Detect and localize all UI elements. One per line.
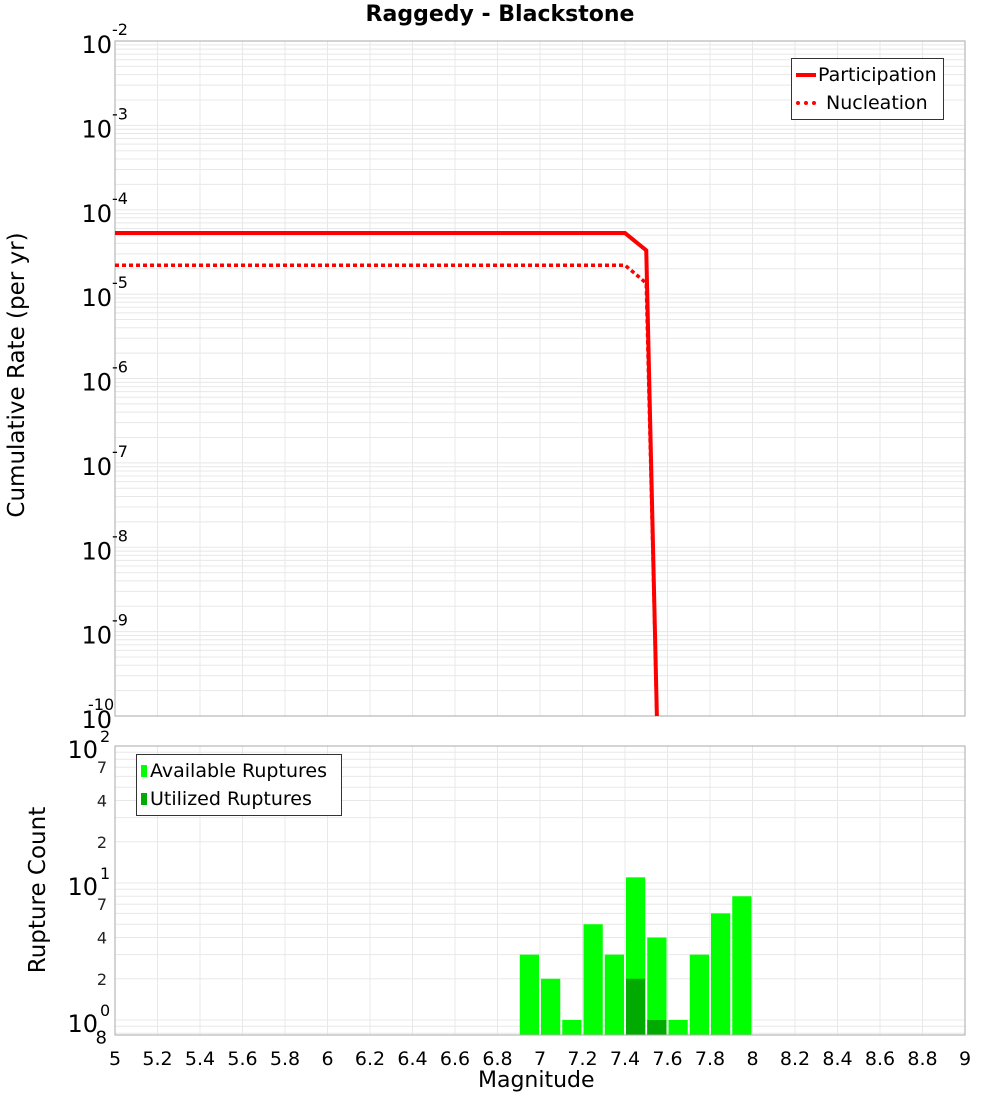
svg-text:7.2: 7.2 [567,1048,597,1070]
bar-available [732,896,752,1035]
svg-text:-9: -9 [112,611,128,630]
legend-participation: Participation [796,61,939,89]
svg-text:5: 5 [109,1048,121,1070]
top-plot: 10-210-310-410-510-610-710-810-910-10 [81,20,966,730]
bar-available [647,937,667,1035]
svg-text:4: 4 [97,929,107,948]
svg-text:-8: -8 [112,526,128,545]
svg-text:6: 6 [321,1048,333,1070]
bar-available [689,954,709,1035]
svg-text:10: 10 [81,453,112,481]
svg-text:10: 10 [67,1010,98,1038]
svg-text:6.6: 6.6 [440,1048,470,1070]
svg-text:10: 10 [81,200,112,228]
legend-utilized: Utilized Ruptures [141,785,337,813]
bar-available [583,924,603,1035]
svg-text:8: 8 [96,1027,107,1048]
svg-text:10: 10 [81,115,112,143]
svg-text:8.4: 8.4 [822,1048,852,1070]
svg-text:8.6: 8.6 [865,1048,895,1070]
svg-text:8.2: 8.2 [780,1048,810,1070]
svg-text:-10: -10 [88,695,114,714]
bar-available [711,913,731,1035]
bar-available [562,1020,582,1035]
bar-available [519,954,539,1035]
svg-text:2: 2 [97,833,107,852]
svg-text:8: 8 [746,1048,758,1070]
legend-available: Available Ruptures [141,757,337,785]
svg-text:10: 10 [81,622,112,650]
bar-available [668,1020,688,1035]
svg-text:10: 10 [81,706,112,730]
svg-text:-4: -4 [112,189,128,208]
bottom-legend: Available Ruptures Utilized Ruptures [136,754,342,816]
svg-text:5.6: 5.6 [227,1048,257,1070]
svg-text:0: 0 [100,1001,110,1020]
svg-text:6.8: 6.8 [482,1048,512,1070]
svg-text:10: 10 [81,369,112,397]
svg-text:10: 10 [81,537,112,565]
solid-line-icon [796,73,816,77]
svg-text:5.4: 5.4 [185,1048,215,1070]
svg-text:-7: -7 [112,442,128,461]
bar-available [541,978,561,1035]
x-axis-label: Magnitude [478,1068,595,1093]
svg-text:1: 1 [100,864,110,883]
svg-text:-5: -5 [112,273,128,292]
svg-text:6.2: 6.2 [355,1048,385,1070]
svg-text:10: 10 [81,31,112,59]
svg-text:7.4: 7.4 [610,1048,640,1070]
svg-text:6.4: 6.4 [397,1048,427,1070]
chart-title: Raggedy - Blackstone [365,2,635,27]
svg-text:7.8: 7.8 [695,1048,725,1070]
svg-text:10: 10 [67,873,98,901]
svg-text:10: 10 [67,736,98,764]
svg-text:-6: -6 [112,358,128,377]
svg-text:7: 7 [97,758,107,777]
svg-text:7: 7 [97,895,107,914]
dark-green-square-icon [141,793,147,805]
svg-text:2: 2 [97,970,107,989]
svg-text:7: 7 [534,1048,546,1070]
bar-utilized [626,978,646,1035]
legend-nucleation: Nucleation [796,89,939,117]
svg-text:10: 10 [81,284,112,312]
dotted-line-icon [796,101,816,105]
svg-text:5.8: 5.8 [270,1048,300,1070]
green-square-icon [141,765,147,777]
svg-text:5.2: 5.2 [142,1048,172,1070]
svg-text:4: 4 [97,792,107,811]
bar-utilized [647,1020,667,1035]
svg-text:8.8: 8.8 [907,1048,937,1070]
svg-text:2: 2 [100,730,110,746]
bar-available [604,954,624,1035]
svg-text:-2: -2 [112,20,128,39]
svg-text:9: 9 [959,1048,971,1070]
svg-text:-3: -3 [112,104,128,123]
svg-text:7.6: 7.6 [652,1048,682,1070]
top-legend: Participation Nucleation [791,58,944,120]
